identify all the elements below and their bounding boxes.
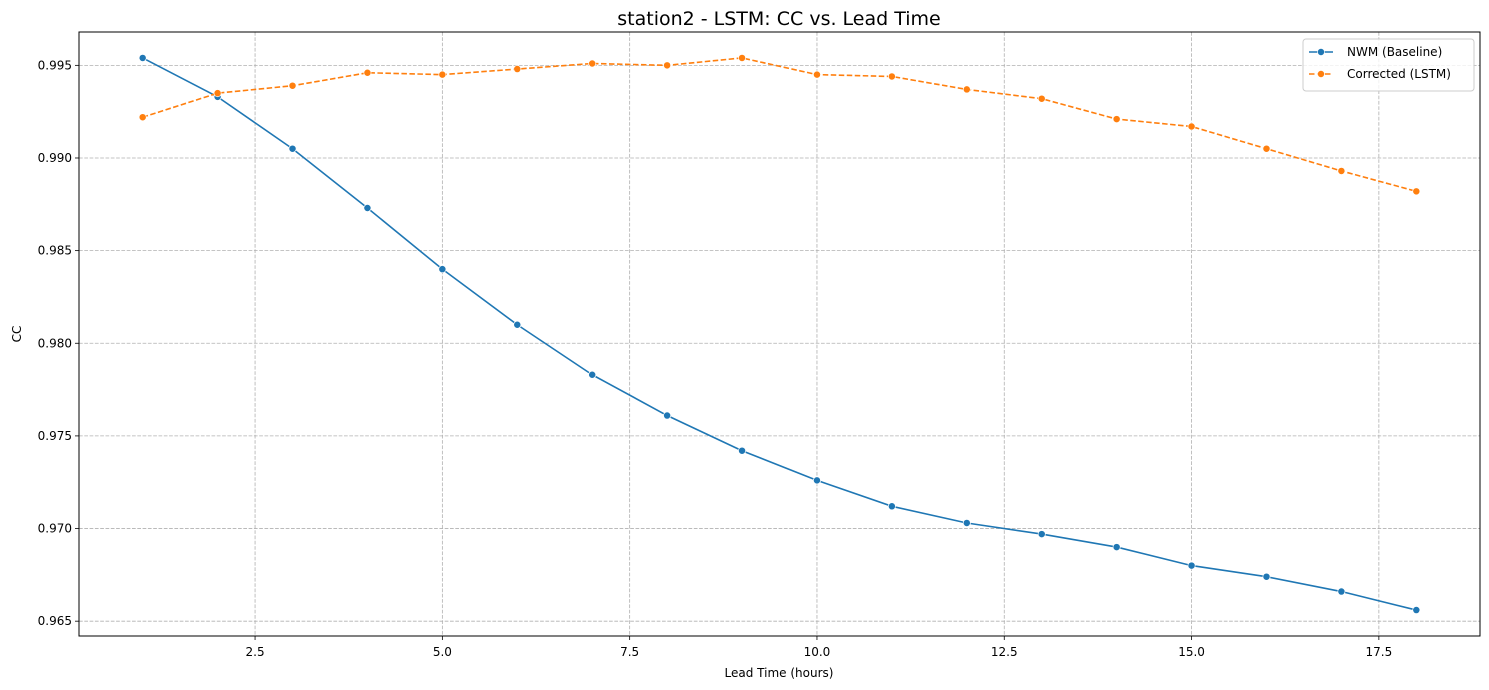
series-line-1 [142, 57, 1417, 193]
data-point [1112, 543, 1121, 552]
data-point [1262, 144, 1271, 153]
grid-lines [79, 32, 1480, 636]
data-point [1412, 187, 1421, 196]
x-tick-label: 15.0 [1178, 645, 1205, 659]
legend-marker-lstm [1317, 70, 1325, 78]
data-point [813, 70, 821, 79]
legend-label-nwm: NWM (Baseline) [1347, 45, 1442, 59]
y-tick-label: 0.995 [38, 58, 72, 72]
x-tick-label: 7.5 [620, 645, 639, 659]
data-point [1262, 572, 1271, 581]
y-tick-label: 0.980 [38, 336, 72, 350]
data-point [1187, 561, 1196, 570]
data-point [663, 411, 672, 420]
chart-title: station2 - LSTM: CC vs. Lead Time [617, 8, 940, 30]
data-point [738, 446, 746, 455]
data-point [738, 53, 746, 62]
data-point [363, 68, 372, 77]
legend-box [1302, 38, 1475, 92]
x-tick-label: 2.5 [246, 645, 265, 659]
data-point [588, 59, 597, 68]
series-line-0 [142, 57, 1417, 611]
data-point [438, 70, 447, 79]
y-axis-ticks: 0.965 0.970 0.975 0.980 0.985 0.990 0.995 [38, 58, 79, 628]
y-axis-title: CC [10, 326, 24, 343]
x-tick-label: 17.5 [1365, 645, 1392, 659]
data-point [1112, 115, 1121, 124]
legend: NWM (Baseline) Corrected (LSTM) [1302, 38, 1475, 92]
data-point [663, 61, 672, 70]
x-axis-ticks: 2.5 5.0 7.5 10.0 12.5 15.0 17.5 [246, 636, 1392, 659]
y-tick-label: 0.965 [38, 614, 72, 628]
data-point [1187, 122, 1196, 131]
data-series [138, 53, 1421, 615]
data-point [887, 502, 896, 511]
y-tick-label: 0.985 [38, 244, 72, 258]
data-point [213, 89, 222, 98]
data-point [1337, 587, 1346, 596]
legend-marker-nwm [1317, 48, 1325, 56]
data-point [288, 144, 297, 153]
data-point [138, 53, 147, 62]
data-point [513, 65, 522, 74]
x-axis-title: Lead Time (hours) [725, 666, 834, 680]
x-tick-label: 5.0 [433, 645, 452, 659]
data-point [588, 370, 597, 379]
y-tick-label: 0.990 [38, 151, 72, 165]
x-tick-label: 10.0 [804, 645, 831, 659]
data-point [813, 476, 821, 485]
data-point [363, 204, 372, 212]
data-point [1037, 530, 1046, 539]
plot-frame [78, 31, 1481, 637]
data-point [438, 265, 447, 274]
y-tick-label: 0.975 [38, 429, 72, 443]
y-tick-label: 0.970 [38, 522, 72, 536]
data-point [1337, 167, 1346, 175]
data-point [962, 519, 971, 527]
data-point [962, 85, 971, 94]
data-point [1412, 606, 1421, 615]
legend-label-lstm: Corrected (LSTM) [1347, 67, 1451, 81]
data-point [138, 113, 147, 122]
x-tick-label: 12.5 [991, 645, 1018, 659]
data-point [288, 81, 297, 90]
data-point [1037, 94, 1046, 103]
data-point [887, 72, 896, 81]
data-point [513, 320, 522, 329]
